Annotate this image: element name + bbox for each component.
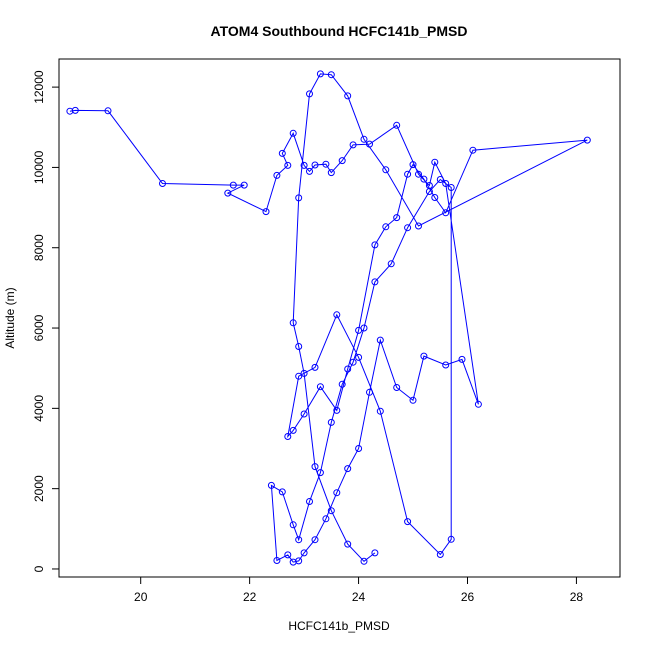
y-tick-label: 12000 (32, 70, 46, 104)
x-tick-label: 28 (570, 590, 584, 604)
x-axis: 20 22 24 26 28 (134, 577, 583, 604)
x-tick-label: 24 (352, 590, 366, 604)
plot-area-frame (59, 59, 620, 577)
x-tick-label: 26 (461, 590, 475, 604)
y-axis-label: Altitude (m) (3, 287, 17, 348)
y-tick-label: 8000 (32, 234, 46, 261)
series-points (67, 71, 590, 565)
y-tick-label: 0 (32, 565, 46, 572)
y-tick-label: 6000 (32, 314, 46, 341)
y-tick-label: 2000 (32, 475, 46, 502)
x-tick-label: 20 (134, 590, 148, 604)
x-tick-label: 22 (243, 590, 257, 604)
y-tick-label: 10000 (32, 150, 46, 184)
y-axis: 0 2000 4000 6000 8000 10000 12000 (32, 70, 59, 572)
y-tick-label: 4000 (32, 395, 46, 422)
chart-title: ATOM4 Southbound HCFC141b_PMSD (211, 23, 468, 39)
series-line (70, 74, 587, 562)
series-path (70, 74, 587, 562)
x-axis-label: HCFC141b_PMSD (288, 619, 390, 633)
